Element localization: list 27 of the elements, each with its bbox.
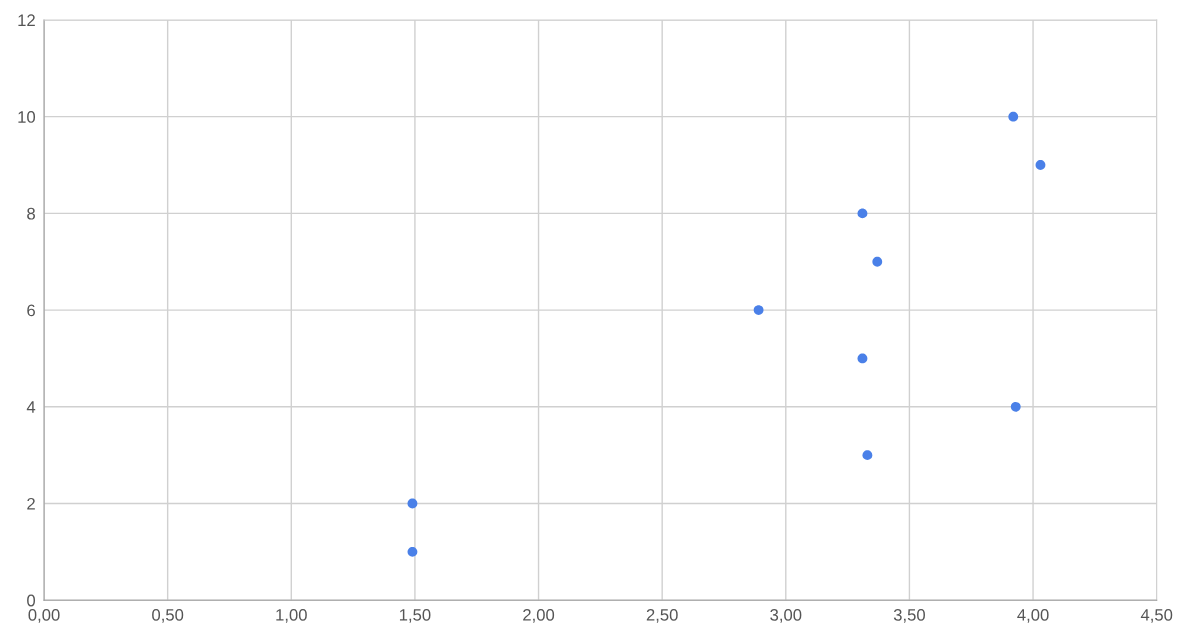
point [1008,111,1019,122]
x-tick-label: 4,50 [1140,608,1173,623]
y-tick-label: 8 [27,207,35,220]
y-tick-label: 0 [27,594,36,607]
y-tick-label: 6 [27,304,35,317]
point [753,305,764,315]
x-tick-label: 2,50 [646,608,678,623]
point [1035,160,1046,170]
y-tick-label: 12 [18,14,35,26]
point [407,498,418,509]
x-tick-label: 3,00 [770,608,802,623]
x-tick-label: 0,00 [28,608,60,623]
point [857,208,868,219]
x-tick-label: 0,50 [152,608,184,623]
point [1010,401,1021,412]
y-tick-label: 4 [26,401,36,413]
y-tick-label: 10 [18,111,36,123]
point [857,353,868,364]
x-tick-label: 1,00 [276,608,307,623]
x-tick-label: 2,00 [523,608,555,623]
x-tick-label: 3,50 [893,608,925,623]
point [872,256,883,267]
x-tick-label: 4,00 [1017,608,1049,623]
y-tick-label: 2 [27,497,35,510]
point [862,450,873,461]
point [407,546,418,557]
x-tick-label: 1,50 [399,608,431,623]
